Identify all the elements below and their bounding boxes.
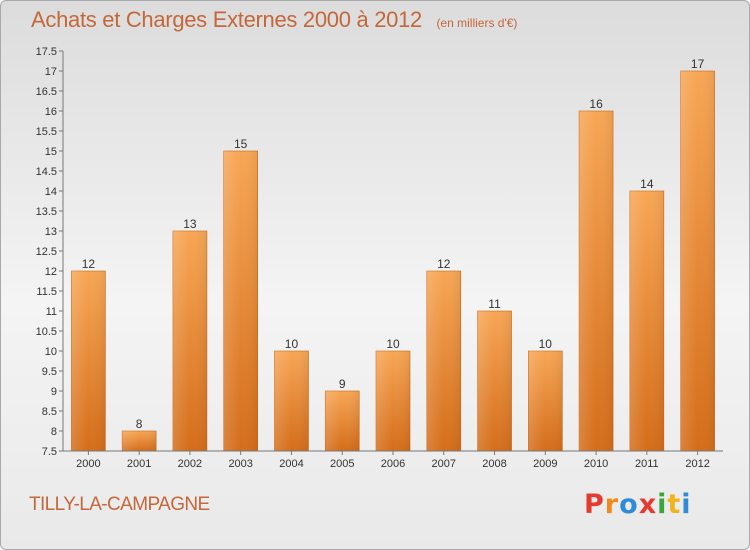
- x-tick-label: 2003: [228, 458, 252, 470]
- y-tick-label: 12.5: [36, 246, 57, 258]
- x-tick-label: 2002: [178, 458, 202, 470]
- bar-value-label: 11: [488, 297, 501, 311]
- y-tick-label: 14: [45, 186, 57, 198]
- logo-letter: i: [681, 489, 692, 520]
- logo-letter: P: [584, 489, 605, 520]
- y-tick-label: 8.5: [42, 406, 57, 418]
- bar-shine: [223, 151, 258, 451]
- logo-letter: x: [638, 489, 658, 520]
- x-tick-label: 2007: [432, 458, 456, 470]
- y-tick-label: 8: [51, 426, 57, 438]
- bar-value-label: 8: [136, 417, 143, 431]
- x-tick-label: 2010: [584, 458, 608, 470]
- x-tick-label: 2004: [279, 458, 303, 470]
- bar-shine: [629, 191, 664, 451]
- bar-value-label: 10: [386, 337, 400, 351]
- bar-value-label: 10: [285, 337, 299, 351]
- bar-shine: [71, 271, 106, 451]
- y-tick-label: 9.5: [42, 366, 57, 378]
- y-tick-label: 9: [51, 386, 57, 398]
- y-tick-label: 15: [45, 146, 57, 158]
- bar-value-label: 16: [589, 97, 603, 111]
- y-tick-label: 13: [45, 226, 57, 238]
- x-axis: 2000 2001 2002 2003 2004 2005 2006 2007 2008 2009…: [63, 450, 723, 470]
- bar-value-label: 14: [640, 177, 654, 191]
- y-tick-label: 7.5: [42, 446, 57, 458]
- x-tick-label: 2006: [381, 458, 405, 470]
- y-axis: 7.5 8 8.5 9 9.5 10 10.5 11 11.5 12 12.5 13 13.5 14 14.…: [36, 46, 64, 458]
- bar-shine: [172, 231, 207, 451]
- bar-shine: [376, 351, 410, 451]
- bar-shine: [528, 351, 563, 451]
- bar-value-label: 12: [82, 257, 96, 271]
- y-tick-label: 15.5: [36, 126, 57, 138]
- bar-value-label: 10: [539, 337, 553, 351]
- y-tick-label: 17.5: [36, 46, 57, 58]
- y-tick-label: 11.5: [36, 286, 57, 298]
- x-tick-label: 2000: [76, 458, 100, 470]
- x-tick-label: 2011: [635, 458, 659, 470]
- y-tick-label: 16.5: [36, 86, 57, 98]
- bar-value-label: 12: [437, 257, 451, 271]
- chart-title: Achats et Charges Externes 2000 à 2012: [31, 7, 422, 32]
- bar-shine: [274, 351, 309, 451]
- x-tick-label: 2008: [482, 458, 506, 470]
- bars: 12 8 13 15 10 9 10 12 11 10 16 14 17: [71, 57, 715, 452]
- chart-header: Achats et Charges Externes 2000 à 2012 (…: [31, 7, 517, 33]
- x-tick-label: 2012: [685, 458, 709, 470]
- logo-letter: i: [657, 489, 668, 520]
- y-tick-label: 11: [46, 306, 57, 318]
- bar-shine: [579, 111, 614, 451]
- chart-subtitle: (en milliers d'€): [436, 16, 518, 30]
- bar-shine: [477, 311, 512, 451]
- bar-shine: [325, 391, 360, 451]
- place-name: TILLY-LA-CAMPAGNE: [29, 494, 210, 515]
- logo-letter: r: [604, 489, 620, 520]
- y-tick-label: 10: [45, 346, 57, 358]
- y-tick-label: 17: [45, 66, 57, 78]
- y-tick-label: 16: [45, 106, 57, 118]
- bar-shine: [680, 71, 715, 451]
- logo-letter: t: [667, 489, 682, 520]
- x-tick-label: 2009: [533, 458, 557, 470]
- y-tick-label: 14.5: [36, 166, 57, 178]
- proxiti-logo: Proxiti: [584, 489, 692, 520]
- y-tick-label: 10.5: [36, 326, 57, 338]
- bar-shine: [122, 431, 157, 451]
- bar-value-label: 13: [183, 217, 197, 231]
- bar-value-label: 9: [339, 377, 346, 391]
- logo-letter: o: [619, 489, 639, 520]
- x-tick-label: 2001: [127, 458, 151, 470]
- x-tick-label: 2005: [330, 458, 354, 470]
- y-tick-label: 12: [45, 266, 57, 278]
- bar-value-label: 15: [234, 137, 248, 151]
- y-tick-label: 13.5: [36, 206, 57, 218]
- bar-value-label: 17: [691, 57, 705, 71]
- bar-shine: [426, 271, 461, 451]
